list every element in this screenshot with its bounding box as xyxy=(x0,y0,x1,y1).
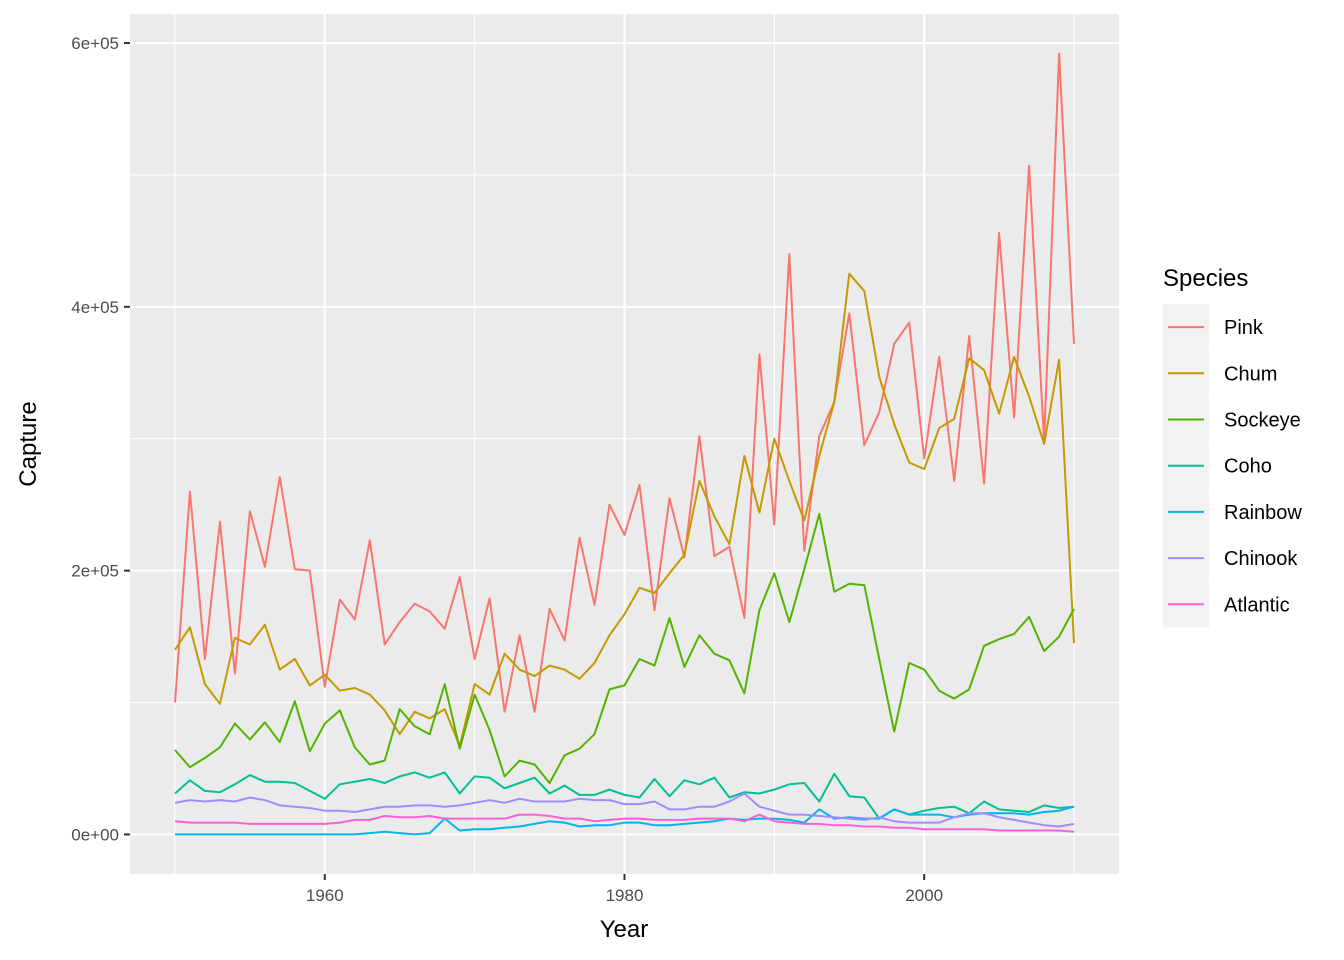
series-line-coho xyxy=(174,771,1075,820)
legend: Species Pink Chum Sockeye Coho Rainbow Chinoo… xyxy=(1150,250,1330,630)
legend-label: Atlantic xyxy=(1224,594,1290,616)
legend-title: Species xyxy=(1163,265,1248,292)
x-axis: 1960 1980 2000 xyxy=(306,874,943,905)
legend-label: Sockeye xyxy=(1224,410,1301,432)
legend-label: Pink xyxy=(1224,317,1264,339)
legend-label: Coho xyxy=(1224,456,1272,478)
series-line-pink xyxy=(174,52,1075,713)
legend-label: Chum xyxy=(1224,363,1277,385)
legend-items: Pink Chum Sockeye Coho Rainbow Chinook Atlanti… xyxy=(1163,304,1302,628)
y-tick-label: 0e+00 xyxy=(71,825,119,844)
y-axis-title: Capture xyxy=(15,401,42,486)
series-line-atlantic xyxy=(174,813,1075,833)
x-axis-title: Year xyxy=(600,916,649,943)
series-line-chum xyxy=(174,272,1075,748)
y-axis: 0e+00 2e+05 4e+05 6e+05 xyxy=(71,34,130,844)
y-tick-label: 2e+05 xyxy=(71,562,119,581)
series-line-sockeye xyxy=(174,512,1075,784)
legend-label: Chinook xyxy=(1224,548,1298,570)
series-line-rainbow xyxy=(175,805,1075,836)
y-tick-label: 6e+05 xyxy=(71,34,119,53)
x-tick-label: 1960 xyxy=(306,886,344,905)
legend-label: Rainbow xyxy=(1224,502,1302,524)
series-lines xyxy=(174,52,1075,836)
x-tick-label: 2000 xyxy=(905,886,943,905)
x-tick-label: 1980 xyxy=(606,886,644,905)
series-line-chinook xyxy=(174,792,1075,828)
y-tick-label: 4e+05 xyxy=(71,298,119,317)
